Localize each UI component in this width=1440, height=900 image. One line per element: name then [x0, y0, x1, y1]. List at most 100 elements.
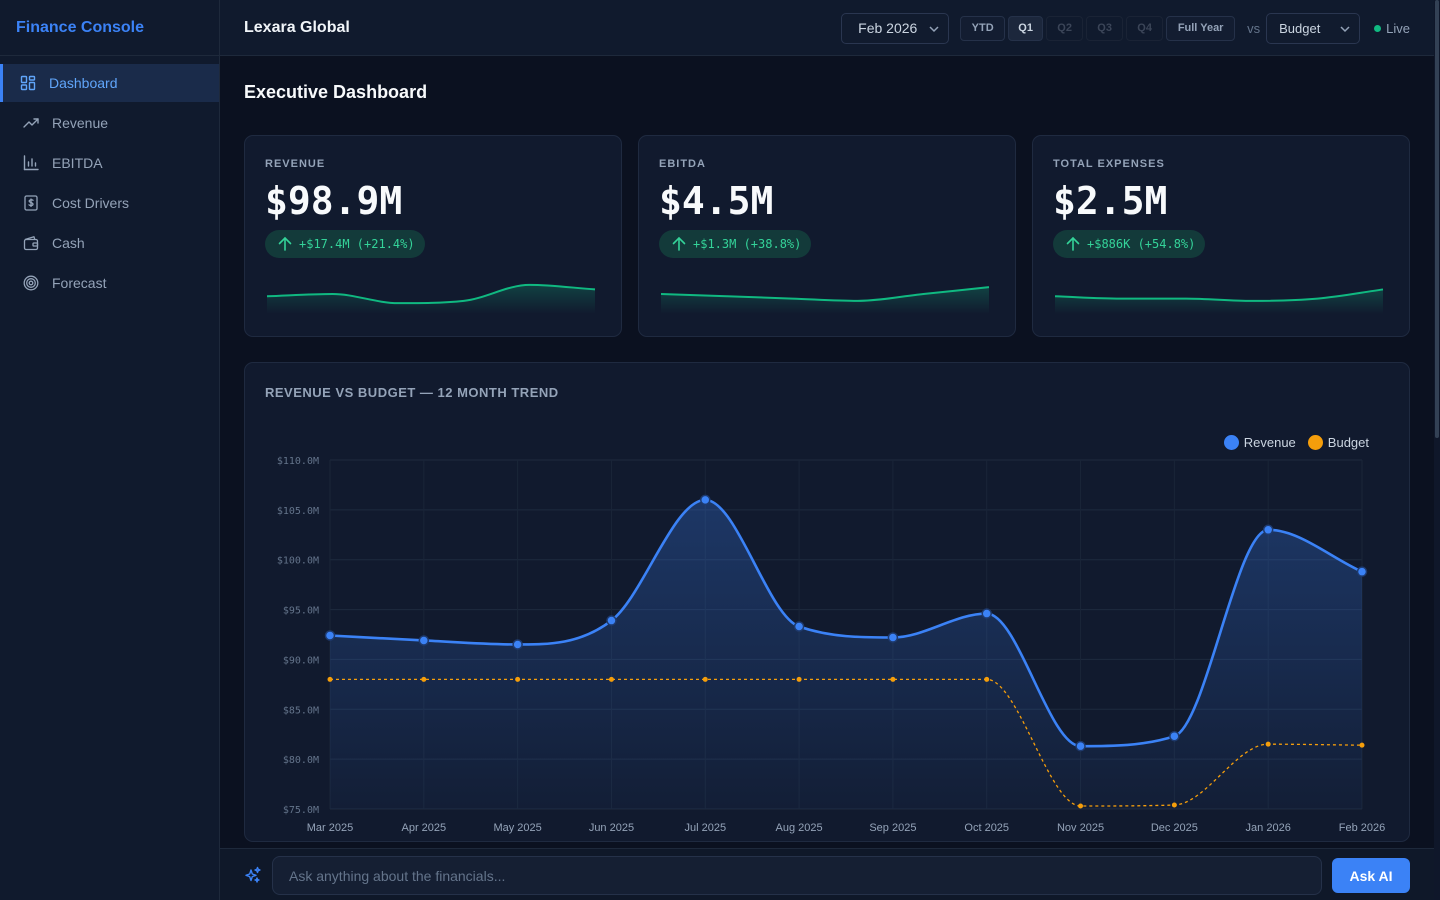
chevron-down-icon [1340, 25, 1350, 32]
y-tick-label: $100.0M [277, 556, 319, 567]
scrollbar[interactable] [1434, 0, 1440, 900]
kpi-value: $2.5M [1053, 179, 1168, 223]
sparkles-icon [245, 866, 261, 883]
revenue-point[interactable] [606, 615, 617, 626]
compare-select[interactable]: Budget [1266, 12, 1361, 44]
budget-point[interactable] [702, 676, 708, 682]
revenue-point[interactable] [324, 630, 336, 641]
chart-legend: Revenue Budget [1212, 435, 1369, 450]
kpi-card-revenue[interactable]: REVENUE $98.9M +$17.4M (+21.4%) [244, 135, 622, 337]
budget-point[interactable] [1171, 802, 1177, 808]
sidebar-item-label: Revenue [52, 115, 109, 131]
sidebar-item-label: Cost Drivers [52, 195, 130, 211]
sparkline-line [266, 283, 596, 305]
live-indicator: Live [1374, 21, 1410, 36]
revenue-area [330, 499, 1362, 809]
kpi-card-ebitda[interactable]: EBITDA $4.5M +$1.3M (+38.8%) [638, 135, 1016, 337]
x-tick-label: Apr 2025 [401, 822, 446, 834]
revenue-point[interactable] [700, 494, 711, 506]
legend-item-revenue[interactable]: Revenue [1223, 435, 1296, 450]
kpi-value: $4.5M [659, 179, 774, 223]
sidebar-item-ebitda[interactable]: EBITDA [0, 144, 219, 182]
sparkline [266, 283, 596, 314]
sparkline-area [267, 284, 595, 314]
y-tick-label: $95.0M [283, 606, 319, 617]
period-q2-button[interactable]: Q2 [1046, 15, 1084, 41]
ask-ai-input[interactable] [272, 856, 1322, 895]
x-tick-label: Jan 2026 [1246, 822, 1291, 834]
live-label: Live [1386, 20, 1410, 36]
revenue-point[interactable] [1075, 740, 1086, 752]
x-tick-label: Sep 2025 [869, 822, 916, 834]
budget-point[interactable] [1359, 742, 1365, 748]
sidebar-item-revenue[interactable]: Revenue [0, 104, 219, 142]
revenue-point[interactable] [887, 632, 899, 643]
x-tick-label: Dec 2025 [1151, 822, 1198, 834]
budget-point[interactable] [890, 676, 896, 682]
company-name: Lexara Global [244, 18, 350, 36]
budget-point[interactable] [515, 676, 521, 682]
period-ytd-button[interactable]: YTD [960, 15, 1006, 41]
legend-label: Budget [1327, 435, 1369, 450]
revenue-point[interactable] [1169, 730, 1180, 742]
page-title: Executive Dashboard [244, 82, 428, 102]
period-select[interactable]: Feb 2026 [841, 12, 950, 44]
trend-chart[interactable]: $75.0M $80.0M $85.0M $90.0M $95.0M $100.0M $10… [245, 363, 1411, 843]
legend-swatch [1307, 435, 1323, 450]
y-tick-label: $85.0M [283, 705, 319, 716]
budget-point[interactable] [984, 676, 990, 682]
revenue-point[interactable] [793, 621, 805, 632]
budget-point[interactable] [327, 676, 333, 682]
budget-point[interactable] [1265, 741, 1271, 747]
arrow-up-icon [1066, 236, 1080, 251]
kpi-card-total-expenses[interactable]: TOTAL EXPENSES $2.5M +$886K (+54.8%) [1032, 135, 1410, 337]
kpi-delta-badge: +$1.3M (+38.8%) [659, 230, 812, 258]
legend-item-budget[interactable]: Budget [1307, 435, 1369, 450]
revenue-point[interactable] [418, 635, 430, 646]
revenue-point[interactable] [1262, 524, 1274, 536]
budget-point[interactable] [608, 676, 614, 682]
period-q1-button[interactable]: Q1 [1008, 15, 1044, 41]
y-tick-label: $75.0M [283, 805, 319, 816]
vs-label: vs [1247, 20, 1261, 36]
x-tick-label: Oct 2025 [964, 822, 1009, 834]
sidebar-nav: Dashboard Revenue EBITDA Cost Drivers Ca… [0, 64, 219, 302]
kpi-label: TOTAL EXPENSES [1053, 158, 1165, 170]
y-tick-label: $110.0M [277, 456, 319, 467]
y-tick-label: $105.0M [277, 506, 319, 517]
revenue-point[interactable] [981, 608, 992, 619]
period-q3-button[interactable]: Q3 [1086, 15, 1124, 41]
kpi-label: EBITDA [659, 158, 706, 170]
revenue-line [329, 498, 1363, 748]
header-controls: Feb 2026 YTD Q1 Q2 Q3 Q4 Full Year vs Bu… [841, 0, 1410, 56]
revenue-point[interactable] [1356, 566, 1368, 577]
chart-title: REVENUE VS BUDGET — 12 MONTH TREND [265, 385, 559, 400]
trend-up-icon [23, 115, 39, 131]
budget-point[interactable] [796, 676, 802, 682]
kpi-delta-badge: +$17.4M (+21.4%) [265, 230, 425, 258]
live-dot-icon [1374, 24, 1382, 32]
sidebar-item-forecast[interactable]: Forecast [0, 264, 219, 302]
x-tick-label: Jun 2025 [589, 822, 634, 834]
kpi-delta-text: +$886K (+54.8%) [1087, 237, 1196, 251]
sidebar-item-cost-drivers[interactable]: Cost Drivers [0, 184, 219, 222]
dashboard-icon [20, 75, 36, 91]
kpi-delta-badge: +$886K (+54.8%) [1053, 230, 1206, 258]
sparkline [660, 286, 990, 314]
ask-ai-button[interactable]: Ask AI [1332, 858, 1410, 893]
budget-point[interactable] [1078, 803, 1084, 809]
sidebar-item-dashboard[interactable]: Dashboard [0, 64, 219, 102]
sidebar-item-label: Dashboard [49, 75, 118, 91]
sidebar: Finance Console Dashboard Revenue EBITDA… [0, 0, 220, 900]
sidebar-item-cash[interactable]: Cash [0, 224, 219, 262]
revenue-point[interactable] [512, 639, 523, 650]
y-tick-label: $90.0M [283, 655, 319, 666]
period-select-value: Feb 2026 [858, 20, 918, 36]
period-q4-button[interactable]: Q4 [1126, 15, 1164, 41]
period-full-year-button[interactable]: Full Year [1166, 15, 1236, 41]
x-tick-label: Feb 2026 [1339, 822, 1385, 834]
scrollbar-thumb[interactable] [1435, 0, 1439, 438]
kpi-delta-text: +$1.3M (+38.8%) [693, 237, 802, 251]
budget-point[interactable] [421, 676, 427, 682]
x-tick-label: Mar 2025 [307, 822, 353, 834]
